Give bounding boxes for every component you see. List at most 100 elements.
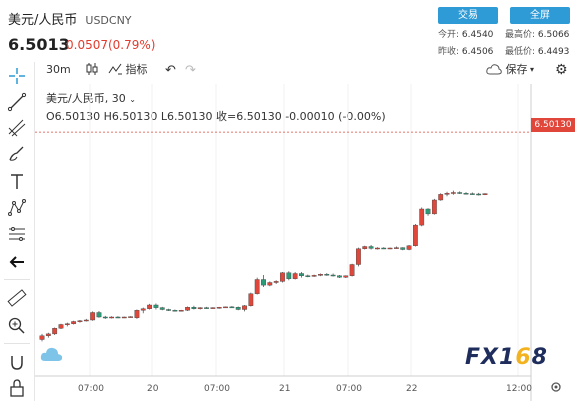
price-chart[interactable]: [35, 84, 577, 401]
candle: [90, 311, 96, 321]
candle: [248, 292, 254, 307]
candle: [71, 320, 77, 325]
candle: [463, 192, 469, 195]
candle: [153, 303, 159, 310]
x-axis-tick-label: 07:00: [336, 384, 362, 394]
candle: [311, 274, 317, 277]
candle: [394, 246, 399, 249]
candle: [159, 306, 165, 311]
candle: [400, 247, 406, 251]
trend-line-icon[interactable]: [7, 92, 27, 112]
candle: [356, 247, 361, 267]
candle: [444, 191, 450, 197]
candle: [368, 245, 374, 250]
candle: [58, 323, 64, 329]
trade-button[interactable]: 交易: [438, 7, 498, 24]
candle: [242, 305, 247, 312]
fib-retracement-icon[interactable]: [7, 224, 27, 244]
x-axis-tick-label: 12:00: [506, 384, 532, 394]
candle: [343, 275, 349, 278]
candle: [128, 316, 134, 318]
candle: [210, 307, 216, 309]
candle: [52, 327, 58, 335]
candle: [286, 271, 292, 281]
settings-gear-icon[interactable]: ⚙: [555, 62, 568, 78]
cloud-sync-icon[interactable]: [40, 346, 64, 362]
pair-name: 美元/人民币: [8, 13, 78, 28]
candle: [39, 333, 45, 342]
undo-icon[interactable]: ↶: [165, 63, 176, 78]
candle: [102, 315, 108, 319]
candle: [419, 207, 425, 227]
candle: [273, 280, 279, 284]
text-tool-icon[interactable]: [7, 172, 27, 192]
crosshair-icon[interactable]: [7, 66, 27, 86]
candle: [223, 306, 228, 309]
candle: [229, 306, 235, 309]
candle: [381, 247, 387, 250]
candle: [254, 277, 260, 295]
candle: [197, 307, 203, 310]
sidebar-divider: [4, 343, 30, 344]
candle: [469, 192, 475, 195]
candle-style-icon[interactable]: [85, 62, 99, 79]
candle: [147, 303, 152, 310]
candle: [375, 247, 380, 250]
indicators-button[interactable]: 指标: [108, 62, 148, 80]
lock-icon[interactable]: [7, 378, 27, 398]
candle: [204, 306, 209, 309]
magnet-icon[interactable]: [7, 352, 27, 372]
x-axis-tick-label: 07:00: [204, 384, 230, 394]
candle: [178, 309, 184, 312]
candle: [362, 245, 368, 250]
instrument-title: 美元/人民币 USDCNY: [8, 9, 132, 28]
candle: [45, 332, 51, 338]
redo-icon[interactable]: ↷: [185, 63, 196, 78]
candle: [261, 275, 266, 287]
candle: [216, 306, 222, 309]
x-axis-tick-label: 22: [406, 384, 418, 394]
candle: [280, 272, 285, 283]
candle: [324, 273, 330, 276]
candle: [64, 322, 70, 327]
save-button[interactable]: 保存 ▾: [486, 63, 534, 79]
x-axis-tick-label: 07:00: [78, 384, 104, 394]
candle: [191, 305, 197, 310]
fullscreen-button[interactable]: 全屏: [510, 7, 570, 24]
candle: [425, 208, 431, 216]
fx168-logo: FX168: [465, 345, 548, 370]
stat-open: 今开: 6.4540: [438, 30, 494, 40]
axis-settings-icon[interactable]: [549, 380, 563, 394]
brush-icon[interactable]: [7, 144, 27, 164]
interval-selector[interactable]: 30m: [46, 63, 71, 76]
candle: [121, 316, 127, 319]
candle: [109, 316, 115, 319]
candle: [185, 306, 190, 311]
candle: [83, 318, 89, 322]
candle: [482, 193, 488, 196]
candle: [77, 320, 83, 323]
candle: [450, 190, 456, 195]
arrow-left-icon[interactable]: [7, 252, 27, 272]
symbol-code: USDCNY: [85, 14, 132, 27]
ruler-icon[interactable]: [7, 288, 27, 308]
pitchfork-icon[interactable]: [7, 118, 27, 138]
candle: [305, 274, 311, 278]
price-change: 0.0507(0.79%): [66, 38, 156, 52]
sidebar-divider: [4, 279, 30, 280]
x-axis-tick-label: 20: [147, 384, 159, 394]
candle: [172, 309, 178, 312]
zoom-in-icon[interactable]: [7, 316, 27, 336]
candle: [96, 311, 102, 318]
candle: [412, 224, 418, 247]
drawing-toolbar: [0, 62, 35, 401]
candle: [140, 307, 146, 314]
indicator-icon: [108, 63, 122, 75]
pattern-icon[interactable]: [7, 198, 27, 218]
candle: [166, 308, 171, 311]
stat-high: 最高价: 6.5066: [505, 30, 570, 40]
candle: [349, 263, 355, 277]
stat-prev-close: 昨收: 6.4506: [438, 47, 494, 57]
candle: [134, 309, 140, 319]
candle: [476, 192, 482, 196]
